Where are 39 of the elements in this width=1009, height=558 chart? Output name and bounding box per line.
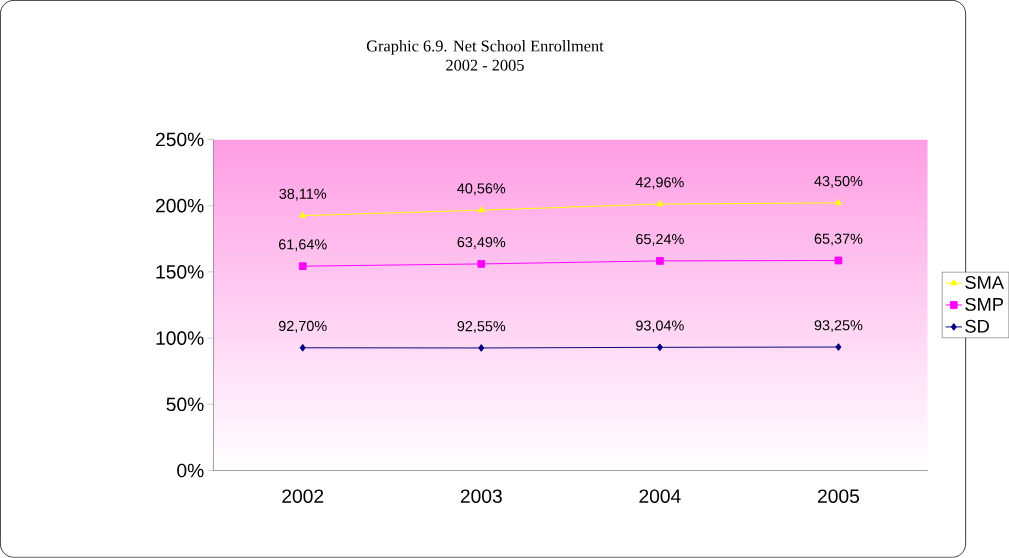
y-tick-label: 150% [156, 265, 204, 279]
y-tick-label: 50% [166, 397, 204, 412]
annotation: 40,56% [457, 183, 506, 196]
chart-subtitle: 2002 - 2005 [446, 59, 524, 71]
point [834, 256, 843, 265]
data-label: 93,25% [814, 320, 863, 333]
x-tick-label: 2005 [818, 489, 860, 504]
data-label: 92,70% [278, 321, 327, 333]
point [298, 262, 307, 271]
x-tick-label: 2004 [639, 489, 681, 504]
data-label: 92,55% [457, 321, 506, 334]
y-tick-label: 250% [156, 132, 204, 147]
legend-label: SMA [965, 276, 1004, 290]
y-tick-label: 0% [177, 463, 204, 478]
point [656, 343, 663, 352]
annotation: 63,49% [457, 237, 506, 250]
point [835, 343, 842, 352]
data-label: 93,04% [636, 320, 684, 333]
point [299, 344, 306, 352]
point [478, 344, 485, 352]
point [477, 260, 486, 268]
legend-label: SMP [965, 298, 1004, 311]
x-tick-label: 2002 [282, 489, 324, 504]
point [299, 211, 307, 218]
annotation: 61,64% [279, 239, 327, 252]
annotation: 43,50% [814, 176, 863, 189]
y-tick-label: 200% [156, 199, 204, 213]
x-tick-label: 2003 [460, 489, 502, 504]
chart-title: Graphic 6.9. Net School Enrollment [366, 40, 604, 55]
legend-label: SD [965, 319, 989, 333]
point [835, 199, 842, 206]
point [656, 257, 664, 265]
annotation: 38,11% [279, 188, 327, 201]
point [477, 206, 485, 213]
point [656, 200, 664, 207]
annotation: 65,37% [814, 233, 863, 246]
y-tick-label: 100% [156, 331, 204, 346]
annotation: 42,96% [635, 177, 684, 190]
annotation: 65,24% [636, 234, 684, 247]
